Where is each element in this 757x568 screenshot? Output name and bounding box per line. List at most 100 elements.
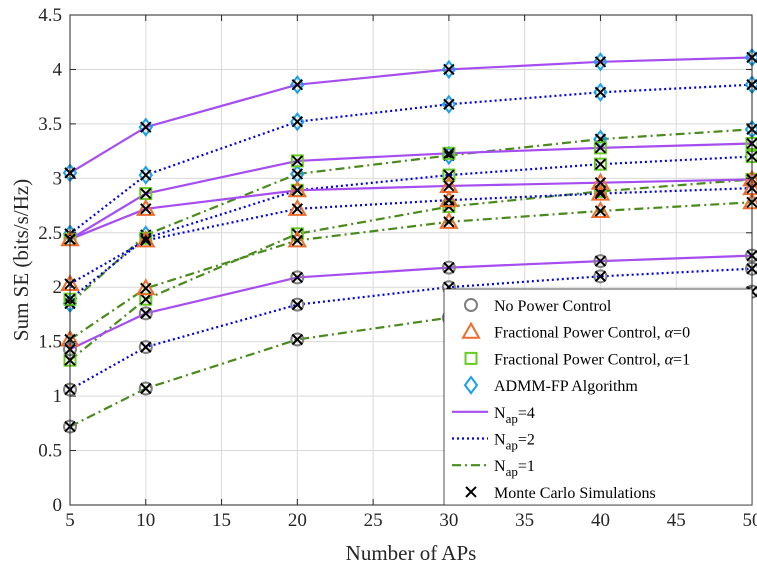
series-line-admm-nap4 bbox=[69, 56, 753, 174]
monte-carlo-stroke bbox=[291, 78, 304, 91]
monte-carlo-stroke bbox=[443, 169, 455, 181]
monte-carlo-marker bbox=[443, 63, 455, 76]
monte-carlo-stroke bbox=[291, 116, 304, 128]
series-line-admm-nap2 bbox=[69, 83, 753, 235]
series-line-frac0-nap2 bbox=[69, 187, 753, 285]
monte-carlo-marker bbox=[140, 203, 152, 215]
monte-carlo-stroke bbox=[443, 63, 455, 76]
monte-carlo-marker bbox=[443, 147, 455, 159]
monte-carlo-stroke bbox=[594, 187, 607, 200]
monte-carlo-marker bbox=[594, 86, 607, 99]
legend-label: Monte Carlo Simulations bbox=[494, 485, 656, 502]
monte-carlo-marker bbox=[594, 176, 607, 189]
legend-label-prefix: Monte Carlo Simulations bbox=[494, 485, 656, 502]
fractional-alpha0-marker bbox=[590, 172, 611, 190]
series-line-nopc-nap4 bbox=[69, 254, 753, 351]
monte-carlo-stroke bbox=[443, 194, 455, 206]
x-tick-label: 50 bbox=[743, 510, 757, 531]
monte-carlo-marker bbox=[443, 98, 455, 110]
y-tick-label: 2 bbox=[53, 277, 63, 298]
monte-carlo-marker bbox=[140, 234, 152, 247]
x-tick-label: 45 bbox=[667, 510, 686, 531]
y-tick-label: 4.5 bbox=[38, 5, 62, 26]
fractional-alpha0-marker bbox=[590, 183, 611, 201]
legend-box bbox=[443, 288, 753, 506]
series-line-nopc-nap2 bbox=[69, 267, 753, 391]
no-power-control-marker bbox=[441, 260, 456, 275]
monte-carlo-marker bbox=[140, 232, 152, 244]
monte-carlo-stroke bbox=[140, 282, 152, 295]
monte-carlo-stroke bbox=[140, 232, 152, 244]
monte-carlo-marker bbox=[140, 282, 152, 295]
monte-carlo-marker bbox=[443, 194, 455, 206]
monte-carlo-stroke bbox=[291, 298, 304, 311]
y-tick-label: 2.5 bbox=[38, 223, 62, 244]
y-tick-label: 1 bbox=[53, 386, 63, 407]
legend-label: No Power Control bbox=[494, 298, 612, 315]
monte-carlo-marker bbox=[291, 271, 304, 284]
x-tick-label: 5 bbox=[65, 510, 75, 531]
legend-label-subscript: ap bbox=[506, 438, 518, 453]
legend-label-alpha: α bbox=[665, 351, 674, 368]
no-power-control-marker bbox=[593, 269, 608, 284]
monte-carlo-marker bbox=[443, 169, 455, 181]
legend-label-subscript: ap bbox=[506, 464, 518, 479]
monte-carlo-stroke bbox=[140, 293, 152, 305]
monte-carlo-stroke bbox=[291, 168, 304, 180]
y-tick-label: 1.5 bbox=[38, 332, 62, 353]
monte-carlo-stroke bbox=[594, 255, 607, 267]
monte-carlo-stroke bbox=[443, 98, 455, 110]
monte-carlo-marker bbox=[443, 180, 455, 192]
monte-carlo-stroke bbox=[140, 203, 152, 215]
fractional-alpha0-marker bbox=[287, 180, 308, 198]
monte-carlo-marker bbox=[140, 293, 152, 305]
monte-carlo-marker bbox=[291, 234, 304, 247]
monte-carlo-stroke bbox=[443, 261, 455, 274]
monte-carlo-marker bbox=[443, 216, 455, 228]
monte-carlo-marker bbox=[443, 261, 455, 274]
monte-carlo-stroke bbox=[594, 158, 607, 170]
monte-carlo-stroke bbox=[594, 56, 607, 68]
legend-label-suffix: =2 bbox=[518, 432, 535, 449]
monte-carlo-marker bbox=[291, 203, 304, 215]
series-lines bbox=[69, 56, 753, 428]
monte-carlo-marker bbox=[140, 169, 152, 181]
y-tick-label: 3 bbox=[53, 168, 63, 189]
y-tick-label: 0 bbox=[53, 495, 63, 516]
monte-carlo-stroke bbox=[140, 307, 152, 320]
monte-carlo-stroke bbox=[291, 333, 304, 346]
fractional-alpha0-marker bbox=[136, 230, 156, 248]
y-tick-label: 3.5 bbox=[38, 114, 62, 135]
series-line-frac1-nap1 bbox=[69, 178, 753, 362]
monte-carlo-stroke bbox=[443, 180, 455, 192]
legend-label-suffix: =1 bbox=[518, 458, 535, 475]
fractional-alpha1-marker bbox=[593, 141, 607, 155]
monte-carlo-marker bbox=[291, 155, 304, 167]
legend-label: Fractional Power Control, α=1 bbox=[494, 351, 690, 368]
monte-carlo-marker bbox=[594, 255, 607, 267]
legend-label: Nap=1 bbox=[494, 458, 535, 479]
monte-carlo-stroke bbox=[443, 147, 455, 159]
legend-label: ADMM-FP Algorithm bbox=[494, 378, 638, 395]
no-power-control-marker bbox=[138, 381, 153, 396]
no-power-control-marker bbox=[593, 254, 608, 269]
monte-carlo-marker bbox=[594, 142, 607, 154]
monte-carlo-marker bbox=[594, 158, 607, 170]
monte-carlo-marker bbox=[291, 168, 304, 180]
series-line-frac1-nap2 bbox=[69, 155, 753, 301]
legend-label-alpha: α bbox=[665, 325, 674, 342]
x-tick-label: 15 bbox=[212, 510, 231, 531]
legend-label: Nap=2 bbox=[494, 432, 535, 453]
fractional-alpha0-marker bbox=[439, 190, 459, 208]
legend-label-suffix: =4 bbox=[518, 405, 535, 422]
monte-carlo-stroke bbox=[594, 270, 607, 283]
monte-carlo-marker bbox=[140, 341, 152, 353]
monte-carlo-stroke bbox=[291, 155, 304, 167]
fractional-alpha1-marker bbox=[593, 157, 607, 171]
legend-label-prefix: ADMM-FP Algorithm bbox=[494, 378, 638, 395]
monte-carlo-marker bbox=[465, 486, 477, 498]
monte-carlo-stroke bbox=[140, 187, 152, 200]
fractional-alpha0-marker bbox=[136, 278, 156, 296]
monte-carlo-marker bbox=[291, 184, 304, 197]
monte-carlo-stroke bbox=[594, 142, 607, 154]
